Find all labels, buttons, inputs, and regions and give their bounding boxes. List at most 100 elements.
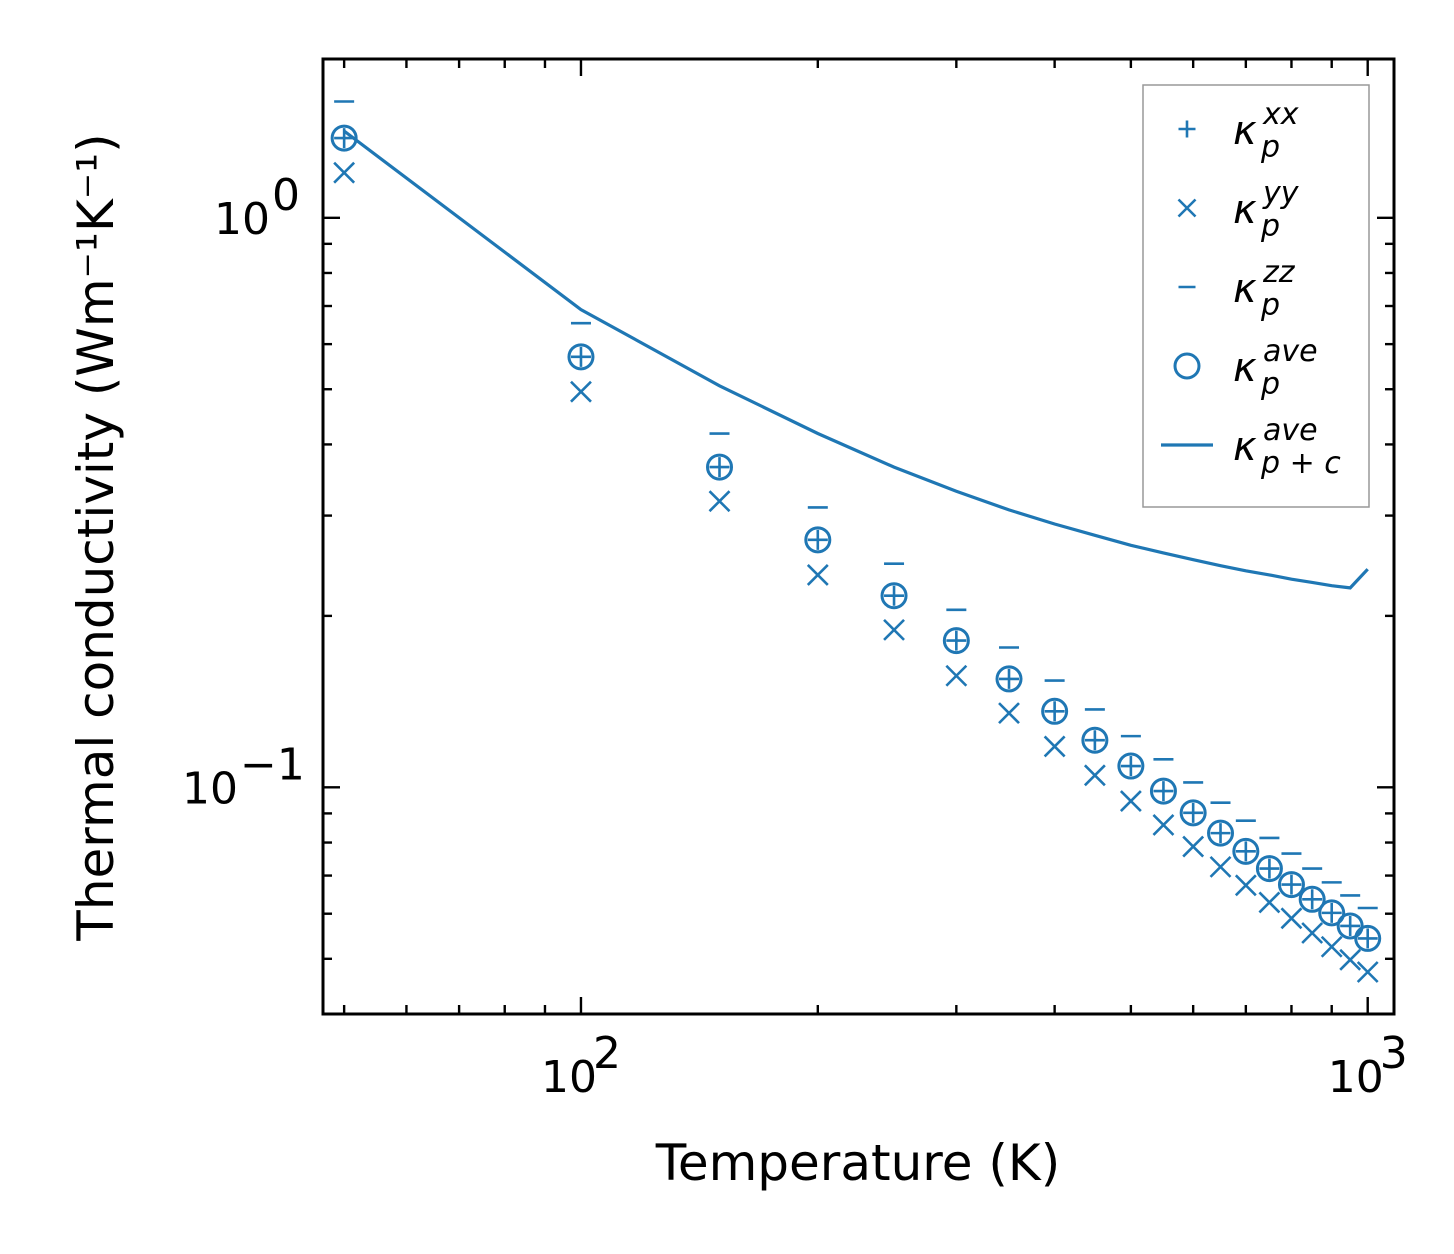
- legend-symbol: κ: [1233, 424, 1257, 470]
- marker-ave-point: [942, 627, 970, 655]
- marker-xx-point: [1281, 874, 1302, 895]
- kappa-p-plus-c-ave-line: [343, 129, 1369, 590]
- y-tick-label-exponent: −1: [240, 739, 305, 790]
- major-ticks: [323, 59, 1394, 1014]
- marker-ave-point: [567, 343, 595, 371]
- marker-ave-point: [1318, 899, 1346, 927]
- marker-ave-point: [1298, 885, 1326, 913]
- legend-subscript: p: [1260, 209, 1280, 244]
- marker-xx-point: [1259, 858, 1280, 879]
- legend-symbol: κ: [1233, 345, 1257, 391]
- marker-yy-point: [883, 618, 905, 641]
- marker-yy-point: [1209, 855, 1232, 878]
- legend-marker-xx: [1178, 120, 1196, 138]
- marker-ave-point: [995, 665, 1023, 693]
- marker-xx-point: [999, 668, 1020, 689]
- x-tick-label-exponent: 3: [1380, 1028, 1408, 1079]
- marker-ave-point: [330, 124, 358, 152]
- marker-xx-point: [709, 457, 730, 478]
- marker-yy-point: [570, 380, 592, 403]
- legend-superscript: ave: [1263, 334, 1318, 369]
- marker-xx-point: [1044, 701, 1065, 722]
- marker-xx-point: [1084, 730, 1105, 751]
- marker-yy-point: [1234, 874, 1257, 897]
- marker-yy-point: [1119, 790, 1142, 812]
- marker-xx-point: [884, 585, 905, 606]
- marker-yy-point: [806, 564, 829, 586]
- legend-subscript: p + c: [1260, 446, 1341, 481]
- legend-frame: [1142, 84, 1370, 508]
- marker-yy-point: [945, 664, 968, 687]
- legend-subscript: p: [1260, 130, 1280, 165]
- marker-yy-point: [1258, 891, 1281, 914]
- legend-superscript: xx: [1262, 97, 1299, 132]
- marker-yy-point: [333, 161, 356, 184]
- y-tick-label: 10: [182, 763, 238, 814]
- x-tick-label: 10: [541, 1052, 597, 1103]
- legend-entry-yy: κ yyp: [1177, 176, 1300, 244]
- legend-superscript: yy: [1262, 176, 1300, 211]
- y-axis-title: Thermal conductivity (Wm⁻¹K⁻¹): [67, 133, 125, 941]
- series-yy: [333, 161, 1379, 983]
- marker-ave-point: [1354, 924, 1382, 952]
- series-xx: [334, 128, 1378, 949]
- marker-ave-point: [1041, 697, 1069, 725]
- legend-entry-xx: κ xxp: [1178, 97, 1299, 165]
- marker-yy-point: [1356, 961, 1379, 983]
- marker-yy-point: [1339, 948, 1362, 971]
- x-tick-label: 10: [1328, 1052, 1384, 1103]
- marker-ave-point: [804, 526, 832, 554]
- plot-frame: [321, 57, 1396, 1016]
- marker-yy-point: [1182, 835, 1205, 858]
- marker-ave-point: [1149, 777, 1177, 805]
- marker-ave-point: [1232, 837, 1260, 865]
- data-markers: [330, 100, 1382, 983]
- marker-yy-point: [998, 702, 1020, 725]
- marker-ave-point: [1081, 726, 1109, 754]
- marker-xx-point: [1235, 841, 1256, 862]
- legend-subscript: p: [1260, 367, 1280, 402]
- x-tick-label-exponent: 2: [593, 1028, 621, 1079]
- marker-xx-point: [946, 630, 967, 651]
- marker-yy-point: [1280, 907, 1303, 930]
- y-tick-label-exponent: 0: [272, 170, 300, 221]
- marker-ave-point: [880, 582, 908, 610]
- marker-xx-point: [570, 346, 591, 367]
- marker-xx-point: [1340, 915, 1361, 936]
- marker-yy-point: [708, 490, 731, 513]
- x-axis-title: Temperature (K): [655, 1134, 1060, 1192]
- legend-symbol: κ: [1233, 266, 1257, 312]
- marker-xx-point: [334, 128, 355, 149]
- legend-marker-yy: [1177, 198, 1197, 218]
- marker-xx-point: [807, 529, 828, 550]
- legend-entry-zz: κ zzp: [1178, 255, 1296, 323]
- marker-xx-point: [1210, 823, 1231, 844]
- marker-xx-point: [1153, 781, 1174, 802]
- legend-marker-ave: [1173, 352, 1201, 380]
- y-tick-label: 10: [214, 194, 270, 245]
- marker-ave-point: [1277, 871, 1305, 899]
- marker-xx-point: [1120, 756, 1141, 777]
- marker-yy-point: [1301, 922, 1324, 944]
- series-zz: [334, 100, 1378, 910]
- marker-xx-point: [1357, 928, 1378, 949]
- marker-yy-point: [1320, 935, 1343, 958]
- legend-symbol: κ: [1233, 108, 1257, 154]
- marker-yy-point: [1043, 735, 1066, 758]
- marker-ave-point: [706, 453, 734, 481]
- marker-xx-point: [1183, 802, 1204, 823]
- legend-symbol: κ: [1233, 187, 1257, 233]
- marker-yy-point: [1083, 764, 1106, 787]
- marker-ave-point: [1207, 819, 1235, 847]
- marker-xx-point: [1321, 902, 1342, 923]
- marker-ave-point: [1255, 855, 1283, 883]
- marker-ave-point: [1336, 912, 1364, 940]
- marker-ave-point: [1179, 799, 1207, 827]
- marker-xx-point: [1302, 889, 1323, 910]
- marker-yy-point: [1152, 814, 1175, 836]
